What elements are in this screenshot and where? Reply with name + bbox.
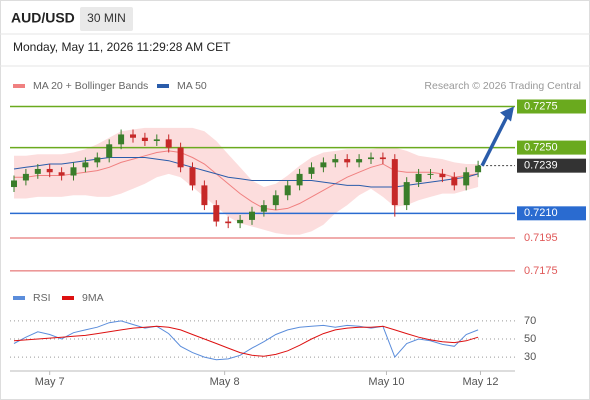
candle-body xyxy=(201,185,208,206)
candle-body xyxy=(82,162,89,168)
x-tick-label: May 7 xyxy=(35,376,65,388)
candle-body xyxy=(225,221,232,224)
candle-body xyxy=(34,168,41,174)
candle-body xyxy=(22,173,29,181)
candle-body xyxy=(11,180,17,188)
candle-body xyxy=(58,172,65,176)
candle-body xyxy=(284,185,291,196)
level-label: 0.7275 xyxy=(524,100,558,112)
candle-body xyxy=(475,165,482,173)
x-tick-label: May 12 xyxy=(462,376,498,388)
source: Research © 2026 Trading Central xyxy=(424,80,581,92)
candle-body xyxy=(260,205,267,212)
y-tick-label: 70 xyxy=(524,315,536,327)
forecast-arrow xyxy=(480,113,510,167)
candle-body xyxy=(118,134,125,145)
candle-body xyxy=(308,167,315,174)
candle-body xyxy=(177,147,184,168)
candle-body xyxy=(106,144,113,158)
candle-body xyxy=(344,159,351,163)
level-label-box xyxy=(517,140,586,155)
y-tick-label: 30 xyxy=(524,351,536,363)
candle-body xyxy=(237,219,244,224)
candle-body xyxy=(130,134,136,138)
moving-average xyxy=(14,150,479,211)
candle-body xyxy=(272,195,279,206)
candle-body xyxy=(141,137,148,142)
timeframe-tab[interactable] xyxy=(80,7,133,31)
candle-body xyxy=(165,139,172,148)
timestamp: Monday, May 11, 2026 11:29:28 AM CET xyxy=(13,40,231,54)
candle-body xyxy=(153,139,160,142)
legend-label: 9MA xyxy=(82,292,104,304)
level-label: 0.7210 xyxy=(524,207,558,219)
bollinger-band xyxy=(14,127,479,235)
candle-body xyxy=(391,159,398,206)
candle-body xyxy=(46,168,53,173)
forecast-arrowhead xyxy=(500,106,514,122)
candle-body xyxy=(403,182,410,206)
candle-body xyxy=(356,159,363,163)
candle-body xyxy=(439,173,446,178)
indicator-line xyxy=(13,320,479,361)
candle-body xyxy=(70,167,77,176)
legend-swatch xyxy=(157,84,169,88)
price-label-box xyxy=(517,158,586,173)
price-label: 0.7239 xyxy=(524,160,558,172)
indicator-line xyxy=(13,325,479,357)
candle-body xyxy=(320,162,327,168)
legend-swatch xyxy=(13,84,25,88)
candle-body xyxy=(463,172,470,186)
candle-body xyxy=(213,205,220,222)
candle-body xyxy=(332,159,339,163)
pair: AUD/USD xyxy=(11,10,75,26)
candle-body xyxy=(249,211,255,220)
candle-body xyxy=(379,157,386,160)
y-tick-label: 50 xyxy=(524,333,536,345)
legend-swatch xyxy=(62,296,74,300)
level-label-box xyxy=(517,99,586,114)
candle-body xyxy=(451,177,458,186)
legend-swatch xyxy=(13,296,25,300)
candle-body xyxy=(189,167,196,186)
x-tick-label: May 10 xyxy=(368,376,404,388)
legend-label: MA 20 + Bollinger Bands xyxy=(33,80,148,92)
x-tick-label: May 8 xyxy=(210,376,240,388)
legend-label: MA 50 xyxy=(177,80,207,92)
candle-body xyxy=(415,173,422,183)
level-label: 0.7250 xyxy=(524,141,558,153)
candle-body xyxy=(368,157,374,160)
candle-body xyxy=(427,173,434,175)
timeframe[interactable]: 30 MIN xyxy=(87,11,126,25)
candle-body xyxy=(296,173,303,186)
moving-average xyxy=(13,157,479,188)
legend-label: RSI xyxy=(33,292,51,304)
level-label-box xyxy=(517,206,586,221)
candle-body xyxy=(94,157,101,163)
level-label: 0.7195 xyxy=(524,232,558,244)
level-label: 0.7175 xyxy=(524,265,558,277)
